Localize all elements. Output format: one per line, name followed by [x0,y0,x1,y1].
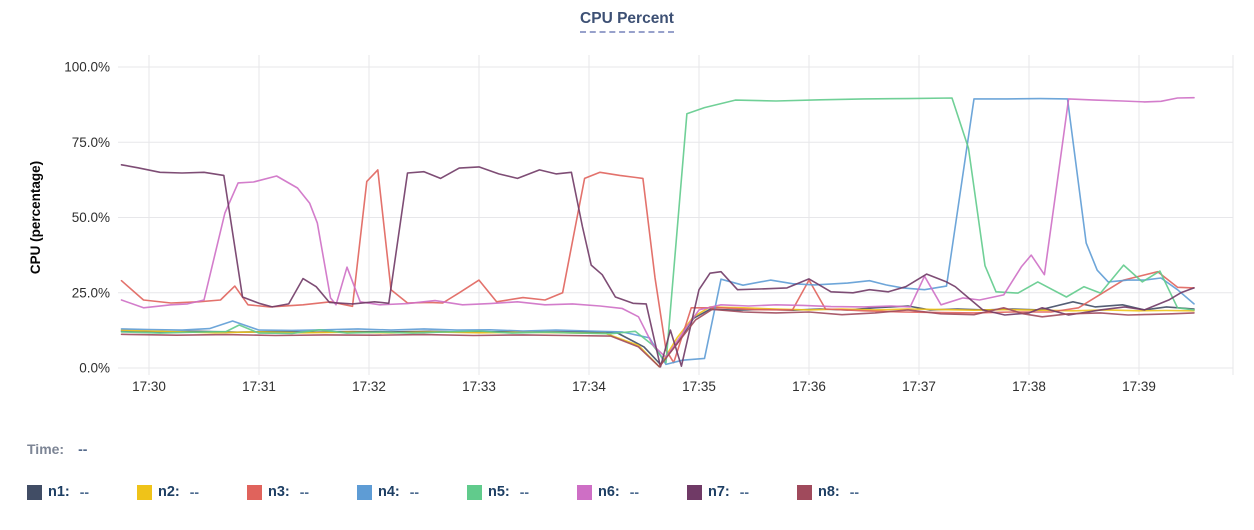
legend-swatch-n7 [687,484,702,500]
legend-value-n3: -- [299,484,310,500]
legend-value-n5: -- [519,484,530,500]
legend-label-n7: n7: [708,484,730,500]
legend-label-n5: n5: [488,484,510,500]
legend-item-n6[interactable]: n6: -- [577,484,687,500]
series-line-n3 [120,169,1195,364]
legend-label-n6: n6: [598,484,620,500]
y-tick-label: 75.0% [72,135,110,150]
series-line-n4 [120,97,1195,366]
x-tick-label: 17:30 [132,379,166,394]
legend-item-n7[interactable]: n7: -- [687,484,797,500]
legend-item-n4[interactable]: n4: -- [357,484,467,500]
chart-header: CPU Percent [0,10,1254,33]
x-tick-label: 17:39 [1122,379,1156,394]
time-row: Time: -- [27,441,87,457]
legend-value-n4: -- [409,484,420,500]
legend-value-n2: -- [189,484,200,500]
legend-item-n5[interactable]: n5: -- [467,484,577,500]
legend-label-n8: n8: [818,484,840,500]
x-tick-label: 17:35 [682,379,716,394]
time-label: Time: [27,441,65,457]
x-tick-label: 17:33 [462,379,496,394]
legend-value-n8: -- [849,484,860,500]
legend-item-n1[interactable]: n1: -- [27,484,137,500]
x-tick-label: 17:36 [792,379,826,394]
legend-item-n3[interactable]: n3: -- [247,484,357,500]
legend-swatch-n1 [27,484,42,500]
legend-label-n1: n1: [48,484,70,500]
series-line-n7 [120,164,1195,368]
legend-swatch-n4 [357,484,372,500]
legend-label-n4: n4: [378,484,400,500]
x-tick-label: 17:38 [1012,379,1046,394]
x-tick-label: 17:34 [572,379,606,394]
legend-swatch-n5 [467,484,482,500]
chart-title[interactable]: CPU Percent [580,10,674,33]
series-line-n8 [120,306,1195,368]
legend-swatch-n6 [577,484,592,500]
legend-value-n6: -- [629,484,640,500]
chart-legend: n1: -- n2: -- n3: -- n4: -- n5: -- n6: -… [27,484,907,500]
y-tick-label: 0.0% [79,361,110,376]
legend-swatch-n8 [797,484,812,500]
legend-value-n7: -- [739,484,750,500]
y-tick-label: 50.0% [72,210,110,225]
y-tick-label: 25.0% [72,285,110,300]
y-axis-title: CPU (percentage) [28,161,43,274]
legend-item-n8[interactable]: n8: -- [797,484,907,500]
time-value: -- [78,441,88,457]
series-line-n5 [120,97,1195,364]
legend-swatch-n3 [247,484,262,500]
legend-value-n1: -- [79,484,90,500]
legend-label-n2: n2: [158,484,180,500]
series-line-n6 [120,96,1195,359]
legend-swatch-n2 [137,484,152,500]
legend-label-n3: n3: [268,484,290,500]
legend-item-n2[interactable]: n2: -- [137,484,247,500]
x-tick-label: 17:37 [902,379,936,394]
cpu-percent-chart: 0.0% 25.0% 50.0% 75.0% 100.0% 17:30 17:31 17:32… [28,55,1234,394]
y-tick-label: 100.0% [64,60,110,75]
x-tick-label: 17:31 [242,379,276,394]
x-tick-label: 17:32 [352,379,386,394]
